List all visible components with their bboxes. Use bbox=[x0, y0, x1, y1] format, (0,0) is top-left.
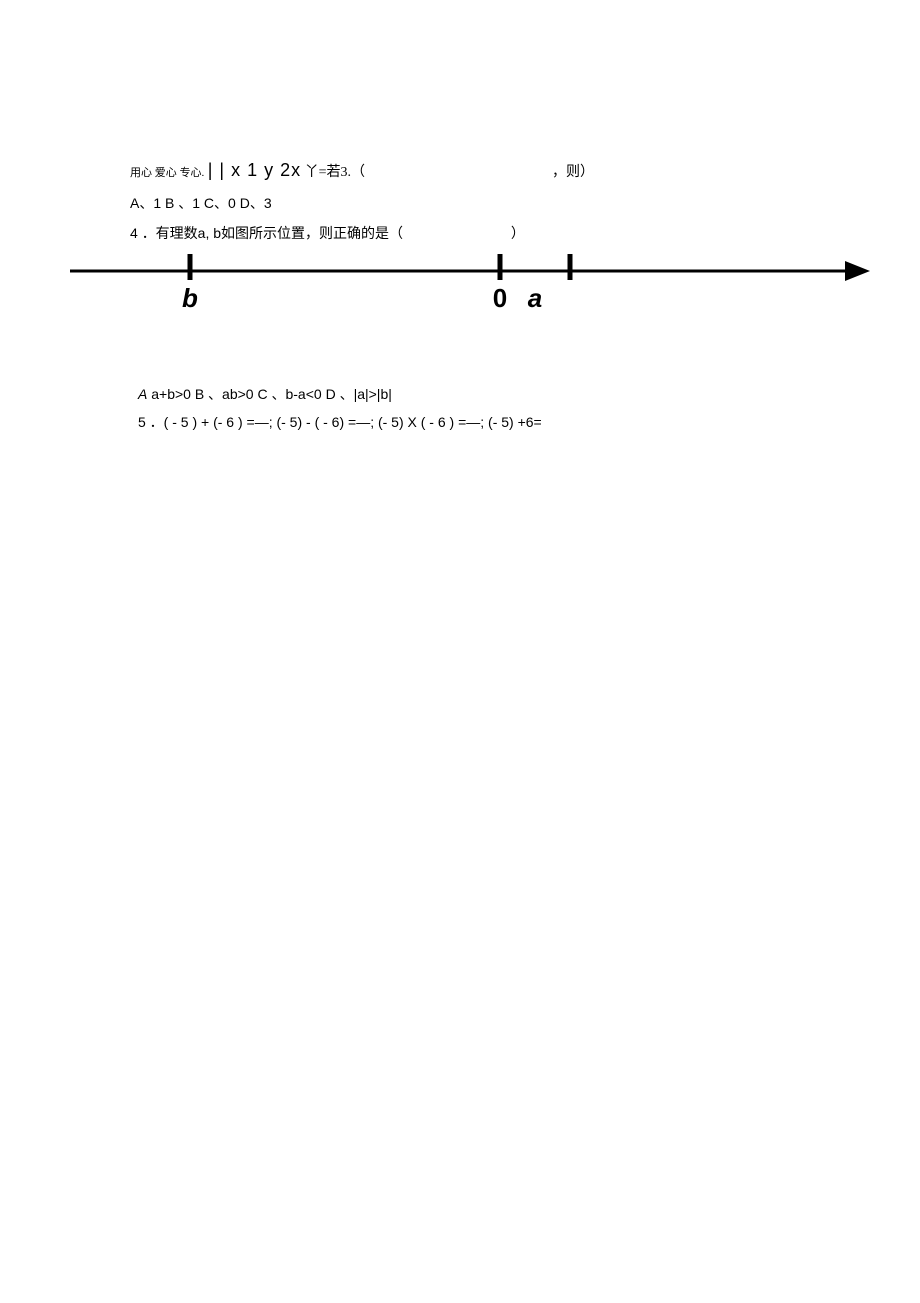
svg-text:a: a bbox=[528, 283, 542, 313]
svg-text:0: 0 bbox=[493, 283, 507, 313]
document-page: 用心 爱心 专心. | | x 1 y 2x 丫=若3.（ ，则） A、1 B … bbox=[0, 0, 920, 432]
q4-num: 4 bbox=[130, 225, 138, 241]
q3-prefix: 用心 爱心 专心. bbox=[130, 167, 204, 179]
number-line-svg: b 0a bbox=[70, 249, 890, 319]
number-line-figure: b 0a bbox=[70, 249, 870, 324]
q4-text: ．有理数a, b如图所示位置，则正确的是（ bbox=[142, 225, 403, 241]
q4-options: A a+b>0 B 、ab>0 C 、b-a<0 D 、|a|>|b| bbox=[138, 384, 790, 404]
below-figure: A a+b>0 B 、ab>0 C 、b-a<0 D 、|a|>|b| 5 ．(… bbox=[130, 384, 790, 432]
q5-line: 5 ．( - 5 ) + (- 6 ) =—; (- 5) - ( - 6) =… bbox=[138, 412, 790, 432]
q3-tail: ，则） bbox=[552, 165, 594, 180]
q3-line: 用心 爱心 专心. | | x 1 y 2x 丫=若3.（ ，则） bbox=[130, 160, 790, 181]
q4-close: ） bbox=[511, 225, 525, 241]
q4-stem: 4 ．有理数a, b如图所示位置，则正确的是（ ） bbox=[130, 223, 790, 243]
q3-options: A、1 B 、1 C、0 D、3 bbox=[130, 193, 790, 213]
q4-opt-rest: a+b>0 B 、ab>0 C 、b-a<0 D 、|a|>|b| bbox=[147, 386, 392, 402]
svg-text:b: b bbox=[182, 283, 198, 313]
q3-mid-big: | | x 1 y 2x bbox=[208, 160, 301, 180]
q4-opt-lead: A bbox=[138, 386, 147, 402]
q3-mid2: 丫=若3.（ bbox=[305, 165, 365, 180]
